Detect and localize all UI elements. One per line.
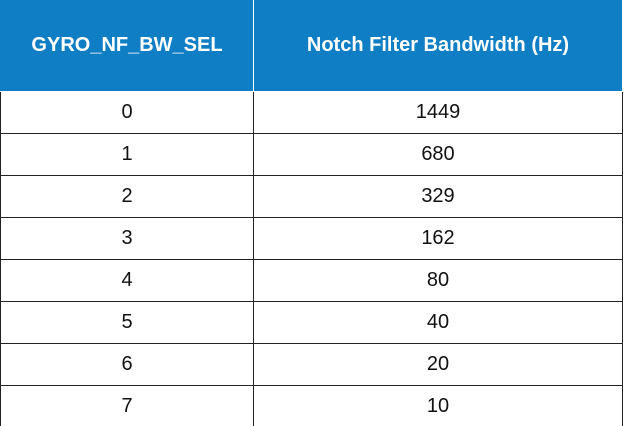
table-row: 2 329 bbox=[1, 176, 623, 218]
sel-value-cell: 2 bbox=[1, 176, 254, 218]
table-row: 3 162 bbox=[1, 218, 623, 260]
table-row: 5 40 bbox=[1, 302, 623, 344]
bandwidth-value-cell: 162 bbox=[254, 218, 623, 260]
table-row: 6 20 bbox=[1, 344, 623, 386]
sel-value-cell: 1 bbox=[1, 134, 254, 176]
column-header-gyro-nf-bw-sel: GYRO_NF_BW_SEL bbox=[1, 0, 254, 92]
table-row: 1 680 bbox=[1, 134, 623, 176]
column-header-notch-filter-bandwidth: Notch Filter Bandwidth (Hz) bbox=[254, 0, 623, 92]
table-row: 7 10 bbox=[1, 386, 623, 426]
bandwidth-value-cell: 10 bbox=[254, 386, 623, 426]
table-header-row: GYRO_NF_BW_SEL Notch Filter Bandwidth (H… bbox=[1, 0, 623, 92]
sel-value-cell: 0 bbox=[1, 92, 254, 134]
sel-value-cell: 3 bbox=[1, 218, 254, 260]
sel-value-cell: 7 bbox=[1, 386, 254, 426]
sel-value-cell: 5 bbox=[1, 302, 254, 344]
bandwidth-value-cell: 80 bbox=[254, 260, 623, 302]
bandwidth-value-cell: 329 bbox=[254, 176, 623, 218]
bandwidth-value-cell: 20 bbox=[254, 344, 623, 386]
bandwidth-value-cell: 1449 bbox=[254, 92, 623, 134]
table-row: 4 80 bbox=[1, 260, 623, 302]
table-row: 0 1449 bbox=[1, 92, 623, 134]
sel-value-cell: 6 bbox=[1, 344, 254, 386]
bandwidth-value-cell: 40 bbox=[254, 302, 623, 344]
sel-value-cell: 4 bbox=[1, 260, 254, 302]
bandwidth-value-cell: 680 bbox=[254, 134, 623, 176]
